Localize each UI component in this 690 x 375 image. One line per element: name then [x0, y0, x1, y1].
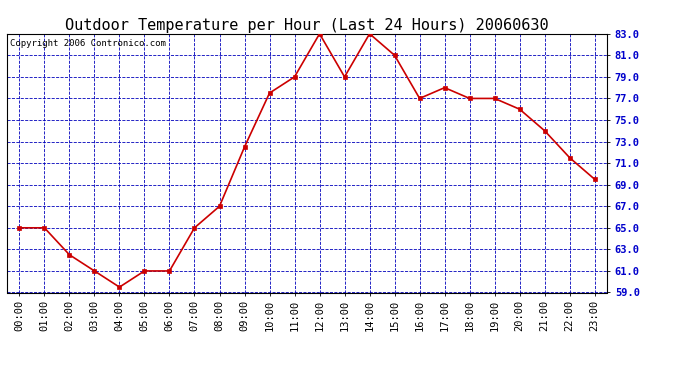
Text: Copyright 2006 Contronico.com: Copyright 2006 Contronico.com: [10, 39, 166, 48]
Title: Outdoor Temperature per Hour (Last 24 Hours) 20060630: Outdoor Temperature per Hour (Last 24 Ho…: [66, 18, 549, 33]
